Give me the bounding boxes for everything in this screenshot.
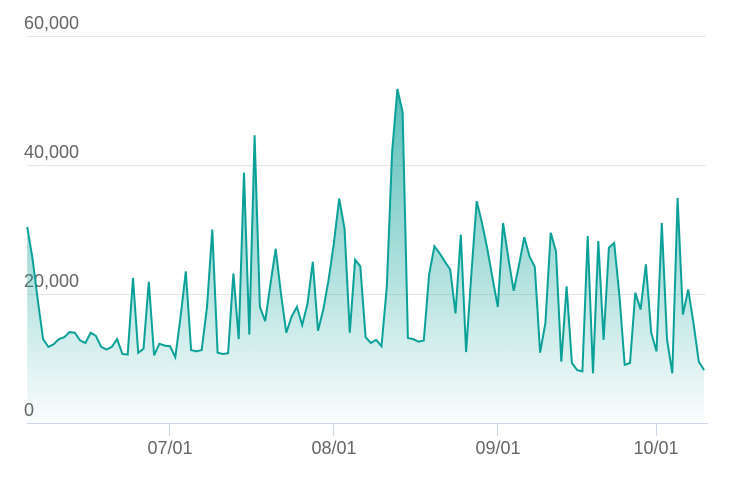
x-axis-line [27,423,708,424]
x-axis-tick [169,423,170,436]
y-axis-label: 40,000 [24,142,80,162]
x-axis-label: 09/01 [475,438,521,458]
x-axis-tick [333,423,334,436]
gridline [27,294,706,295]
x-axis-label: 10/01 [633,438,679,458]
x-axis-tick [656,423,657,436]
series-line [26,88,705,374]
y-axis-label: 60,000 [24,13,80,33]
x-axis-label: 07/01 [147,438,193,458]
x-axis-tick [497,423,498,436]
gridline [27,165,706,166]
y-axis-label: 20,000 [24,271,80,291]
series-area-fill [27,88,705,424]
x-axis-label: 08/01 [311,438,357,458]
gridline [27,36,706,37]
